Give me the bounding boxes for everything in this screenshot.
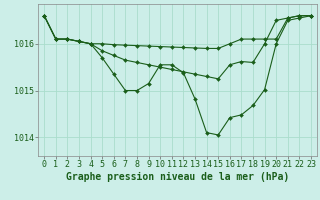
X-axis label: Graphe pression niveau de la mer (hPa): Graphe pression niveau de la mer (hPa) — [66, 172, 289, 182]
